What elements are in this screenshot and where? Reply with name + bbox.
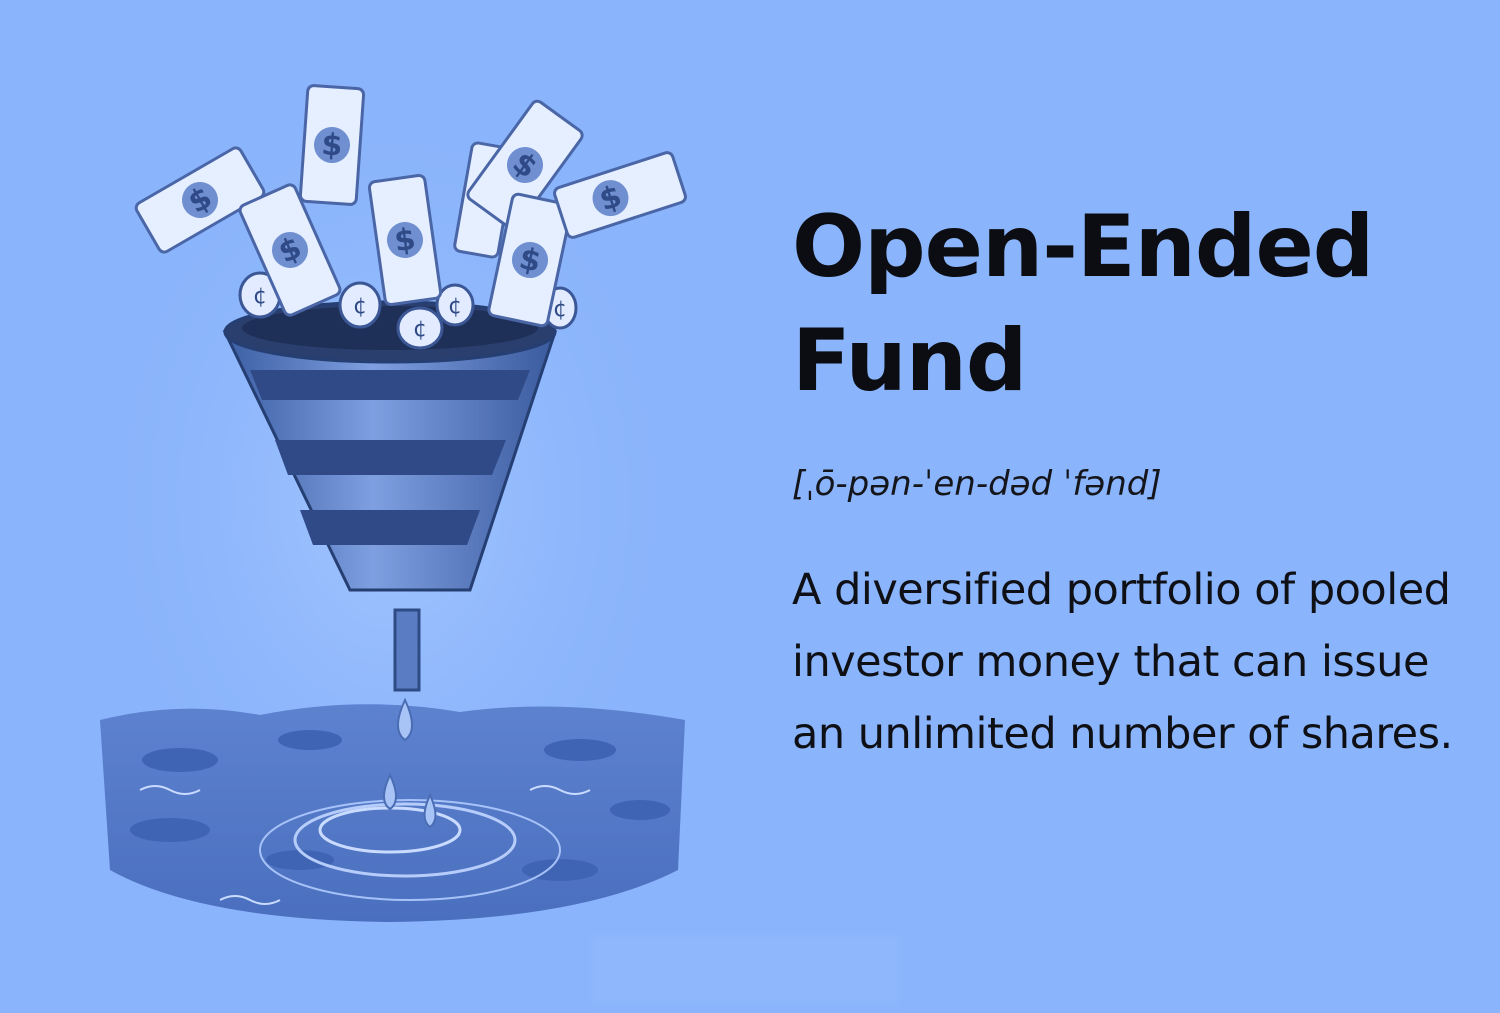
coin-symbol: ¢ [553, 297, 567, 322]
term-title-line1: Open-Ended [792, 197, 1374, 297]
term-title: Open-Ended Fund [792, 190, 1482, 418]
funnel-spout [393, 608, 421, 692]
banknote-symbol: $ [320, 127, 343, 163]
funnel-money-icon: ¢ ¢ ¢ ¢ ¢ $ $ [80, 80, 700, 922]
term-pronunciation: [ˌō-pən-ˈen-dəd ˈfənd] [792, 464, 1162, 504]
coin-symbol: ¢ [448, 294, 462, 319]
definition-text-block: Open-Ended Fund [ˌō-pən-ˈen-dəd ˈfənd] A… [792, 190, 1482, 770]
coin-symbol: ¢ [353, 294, 367, 319]
bottom-shade [590, 935, 900, 1005]
coins: ¢ ¢ ¢ ¢ ¢ [238, 271, 578, 350]
banknote-symbol: $ [392, 222, 418, 260]
coin-symbol: ¢ [413, 317, 427, 342]
water-pool [100, 704, 685, 922]
water-drops [383, 697, 437, 829]
term-title-line2: Fund [792, 311, 1027, 411]
banknotes: $ $ $ $ [134, 84, 687, 328]
funnel-illustration: ¢ ¢ ¢ ¢ ¢ $ $ [60, 70, 740, 970]
term-definition: A diversified portfolio of pooled invest… [792, 565, 1453, 759]
coin-symbol: ¢ [253, 284, 267, 309]
funnel-body [222, 300, 558, 592]
